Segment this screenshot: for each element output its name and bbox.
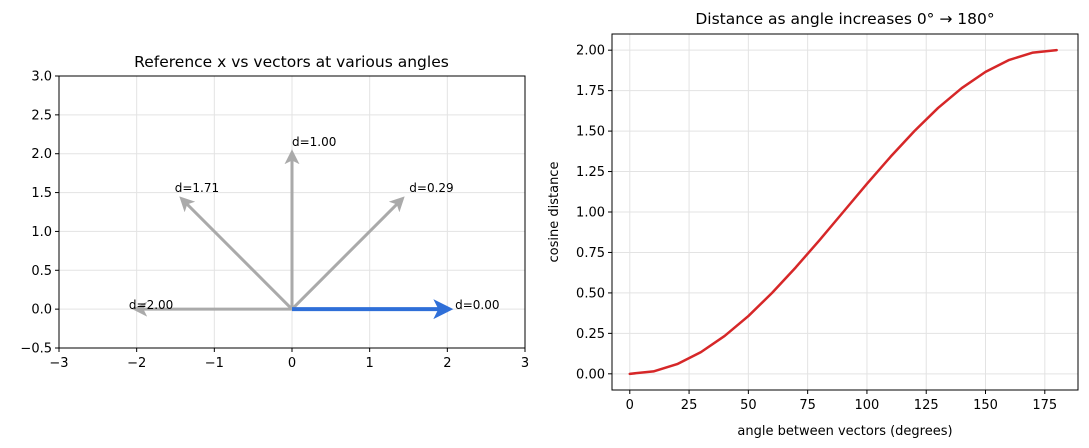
distance-chart-xtick-label: 150 <box>973 398 998 413</box>
distance-chart-ticks: 0 25 50 75 100 125 150 175 0.00 0.25 0.50 0.75 1.00 1… <box>576 44 1057 413</box>
distance-chart-ylabel: cosine distance <box>547 162 562 263</box>
vector-chart-xtick-label: 1 <box>366 356 374 371</box>
vector-chart-xtick-label: 0 <box>288 356 296 371</box>
vector-arrow <box>290 196 405 311</box>
vector-distance-label: d=1.00 <box>292 135 336 149</box>
distance-chart-xtick-label: 75 <box>799 398 816 413</box>
vector-chart-ytick-label: 1.5 <box>31 186 52 201</box>
distance-chart-xtick-label: 0 <box>626 398 634 413</box>
vector-chart-xtick-label: 2 <box>443 356 451 371</box>
vector-chart-ytick-label: 0.5 <box>31 264 52 279</box>
distance-chart-ytick-label: 1.00 <box>576 206 605 221</box>
distance-chart-series <box>628 48 1058 376</box>
vector-chart-ytick-label: 2.0 <box>31 147 52 162</box>
vector-chart-xtick-label: −2 <box>127 356 146 371</box>
distance-chart-xlabel: angle between vectors (degrees) <box>737 424 952 439</box>
vector-chart-ytick-label: −0.5 <box>20 342 52 357</box>
vector-chart-ytick-label: 0.0 <box>31 303 52 318</box>
distance-chart-ytick-label: 2.00 <box>576 44 605 59</box>
distance-chart-xtick-label: 25 <box>681 398 698 413</box>
vector-arrow <box>179 196 294 311</box>
distance-chart-ytick-label: 1.25 <box>576 165 605 180</box>
vector-chart-ytick-label: 2.5 <box>31 108 52 123</box>
distance-chart-ytick-label: 0.25 <box>576 327 605 342</box>
distance-chart-ytick-label: 0.75 <box>576 246 605 261</box>
distance-line-chart: Distance as angle increases 0° → 180° 0 2… <box>547 10 1079 439</box>
distance-chart-title: Distance as angle increases 0° → 180° <box>695 10 994 28</box>
distance-chart-frame <box>611 33 1079 391</box>
distance-chart-ytick-label: 1.50 <box>576 125 605 140</box>
vector-distance-label: d=0.00 <box>455 298 499 312</box>
distance-chart-ytick-label: 1.75 <box>576 84 605 99</box>
vector-distance-label: d=0.29 <box>409 181 453 195</box>
vector-chart-xtick-label: −3 <box>49 356 68 371</box>
vector-chart-vectors <box>132 149 454 320</box>
distance-chart-ytick-label: 0.50 <box>576 286 605 301</box>
vector-chart-labels: d=0.00 d=0.29 d=1.00 d=1.71 d=2.00 <box>129 135 500 312</box>
vector-chart-frame <box>58 75 526 349</box>
vector-chart-title: Reference x vs vectors at various angles <box>134 53 449 71</box>
distance-chart-ytick-label: 0.00 <box>576 367 605 382</box>
vector-distance-label: d=1.71 <box>175 181 219 195</box>
distance-chart-xtick-label: 50 <box>740 398 757 413</box>
vector-chart-ytick-label: 3.0 <box>31 70 52 85</box>
distance-chart-xtick-label: 125 <box>914 398 939 413</box>
cosine-distance-line <box>628 48 1058 376</box>
vector-chart-xtick-label: 3 <box>521 356 529 371</box>
distance-chart-xtick-label: 175 <box>1032 398 1057 413</box>
vector-chart-xtick-label: −1 <box>205 356 224 371</box>
vector-chart-ytick-label: 1.0 <box>31 225 52 240</box>
vector-chart-ticks: −3 −2 −1 0 1 2 3 −0.5 0.0 0.5 1.0 1.5 2.0 2.5 3.0 <box>20 70 529 372</box>
distance-chart-xtick-label: 100 <box>855 398 880 413</box>
distance-chart-grid <box>612 34 1078 390</box>
vector-chart: Reference x vs vectors at various angles… <box>20 53 529 371</box>
vector-distance-label: d=2.00 <box>129 298 173 312</box>
